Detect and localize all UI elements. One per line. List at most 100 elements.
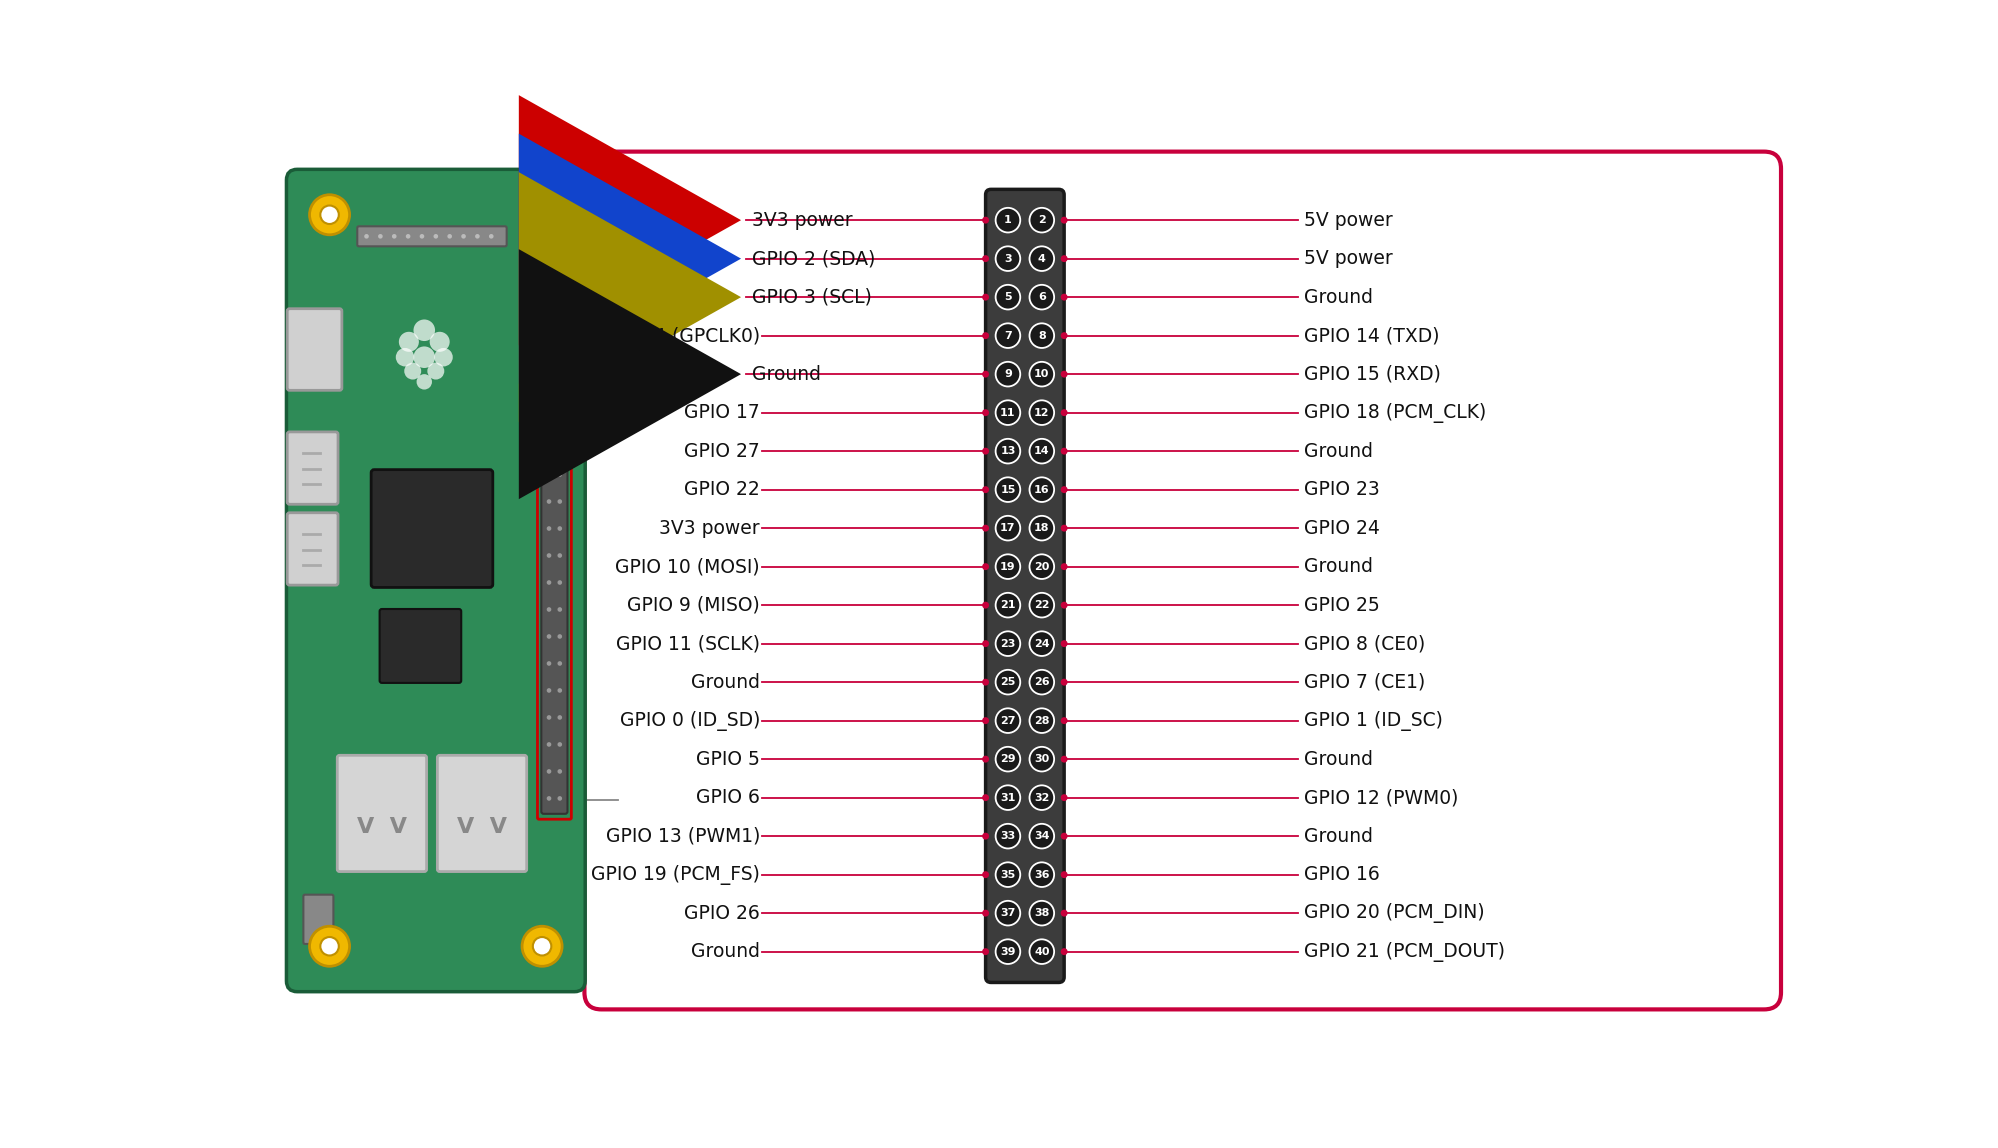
Text: 5: 5 bbox=[1003, 292, 1011, 302]
Circle shape bbox=[1061, 371, 1067, 378]
Circle shape bbox=[995, 554, 1019, 579]
Text: 32: 32 bbox=[1033, 792, 1049, 802]
Circle shape bbox=[981, 371, 989, 378]
Circle shape bbox=[995, 747, 1019, 771]
Circle shape bbox=[462, 234, 466, 239]
Circle shape bbox=[557, 499, 561, 504]
Circle shape bbox=[557, 769, 561, 774]
Text: 5V power: 5V power bbox=[1303, 249, 1393, 269]
Circle shape bbox=[545, 715, 551, 720]
Circle shape bbox=[545, 769, 551, 774]
Circle shape bbox=[981, 217, 989, 224]
Circle shape bbox=[995, 862, 1019, 887]
Circle shape bbox=[557, 526, 561, 530]
Text: GPIO 4 (GPCLK0): GPIO 4 (GPCLK0) bbox=[601, 326, 759, 346]
Text: GPIO 10 (MOSI): GPIO 10 (MOSI) bbox=[615, 557, 759, 576]
Text: 1: 1 bbox=[1003, 215, 1011, 225]
Circle shape bbox=[1061, 794, 1067, 801]
Circle shape bbox=[521, 926, 561, 967]
Circle shape bbox=[1061, 871, 1067, 878]
Text: GPIO 3 (SCL): GPIO 3 (SCL) bbox=[751, 288, 871, 307]
Circle shape bbox=[545, 338, 551, 342]
Circle shape bbox=[995, 324, 1019, 348]
Circle shape bbox=[428, 363, 444, 380]
Circle shape bbox=[995, 478, 1019, 502]
Circle shape bbox=[1029, 362, 1053, 387]
Circle shape bbox=[995, 824, 1019, 848]
Circle shape bbox=[1029, 747, 1053, 771]
Circle shape bbox=[981, 832, 989, 839]
Text: 19: 19 bbox=[999, 561, 1015, 572]
Text: 18: 18 bbox=[1033, 523, 1049, 533]
Circle shape bbox=[1029, 401, 1053, 425]
Circle shape bbox=[414, 347, 436, 369]
Text: 36: 36 bbox=[1033, 870, 1049, 879]
Circle shape bbox=[1061, 755, 1067, 762]
Circle shape bbox=[1061, 294, 1067, 301]
Circle shape bbox=[1029, 824, 1053, 848]
FancyBboxPatch shape bbox=[288, 513, 338, 585]
Circle shape bbox=[981, 678, 989, 685]
Text: 6: 6 bbox=[1037, 292, 1045, 302]
Circle shape bbox=[981, 718, 989, 724]
Text: 5V power: 5V power bbox=[1303, 210, 1393, 230]
Text: GPIO 21 (PCM_DOUT): GPIO 21 (PCM_DOUT) bbox=[1303, 941, 1504, 962]
Text: 22: 22 bbox=[1033, 600, 1049, 610]
Circle shape bbox=[545, 391, 551, 396]
Text: V  V: V V bbox=[458, 817, 507, 837]
Text: 8: 8 bbox=[1037, 331, 1045, 341]
Circle shape bbox=[545, 499, 551, 504]
Text: 31: 31 bbox=[999, 792, 1015, 802]
Text: 23: 23 bbox=[999, 638, 1015, 649]
Circle shape bbox=[557, 634, 561, 638]
Text: 16: 16 bbox=[1033, 484, 1049, 495]
Text: 3V3 power: 3V3 power bbox=[659, 519, 759, 537]
Circle shape bbox=[1061, 948, 1067, 955]
Circle shape bbox=[320, 937, 338, 955]
Text: GPIO 27: GPIO 27 bbox=[683, 442, 759, 460]
FancyBboxPatch shape bbox=[288, 309, 342, 390]
Text: GPIO 26: GPIO 26 bbox=[683, 903, 759, 923]
Circle shape bbox=[557, 418, 561, 422]
Circle shape bbox=[995, 362, 1019, 387]
Circle shape bbox=[1029, 785, 1053, 810]
Text: GPIO 12 (PWM0): GPIO 12 (PWM0) bbox=[1303, 789, 1457, 807]
Circle shape bbox=[981, 332, 989, 339]
Circle shape bbox=[1029, 515, 1053, 541]
Circle shape bbox=[981, 948, 989, 955]
Circle shape bbox=[995, 901, 1019, 925]
Circle shape bbox=[1061, 564, 1067, 571]
Circle shape bbox=[1061, 332, 1067, 339]
Text: GPIO 17: GPIO 17 bbox=[683, 403, 759, 422]
Circle shape bbox=[995, 592, 1019, 618]
Circle shape bbox=[533, 205, 551, 224]
Circle shape bbox=[545, 418, 551, 422]
Text: GPIO 0 (ID_SD): GPIO 0 (ID_SD) bbox=[619, 711, 759, 730]
Circle shape bbox=[448, 234, 452, 239]
FancyBboxPatch shape bbox=[372, 470, 494, 588]
Text: GPIO 6: GPIO 6 bbox=[695, 789, 759, 807]
Circle shape bbox=[1029, 208, 1053, 232]
Circle shape bbox=[396, 348, 414, 366]
Circle shape bbox=[981, 255, 989, 262]
Circle shape bbox=[545, 580, 551, 584]
FancyBboxPatch shape bbox=[304, 894, 334, 944]
Circle shape bbox=[981, 871, 989, 878]
Circle shape bbox=[981, 409, 989, 416]
Circle shape bbox=[995, 515, 1019, 541]
Text: GPIO 22: GPIO 22 bbox=[683, 480, 759, 499]
Circle shape bbox=[1029, 631, 1053, 656]
Circle shape bbox=[392, 234, 396, 239]
Text: GPIO 18 (PCM_CLK): GPIO 18 (PCM_CLK) bbox=[1303, 403, 1485, 422]
Circle shape bbox=[557, 715, 561, 720]
Circle shape bbox=[1029, 708, 1053, 732]
Circle shape bbox=[1061, 718, 1067, 724]
Circle shape bbox=[557, 364, 561, 369]
Text: 20: 20 bbox=[1033, 561, 1049, 572]
Text: 27: 27 bbox=[999, 715, 1015, 726]
Circle shape bbox=[995, 247, 1019, 271]
Text: V  V: V V bbox=[358, 817, 408, 837]
Text: GPIO 16: GPIO 16 bbox=[1303, 866, 1379, 884]
FancyBboxPatch shape bbox=[985, 189, 1063, 983]
Circle shape bbox=[981, 448, 989, 455]
